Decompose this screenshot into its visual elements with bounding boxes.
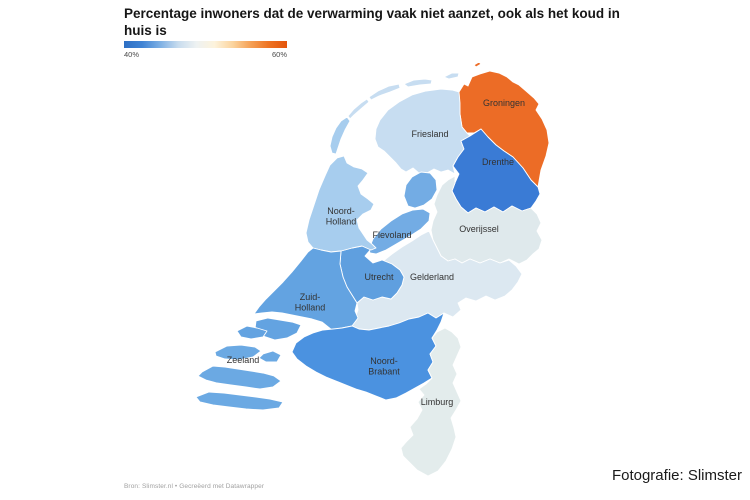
- province-label-noord-brabant: Noord-Brabant: [368, 356, 400, 377]
- province-group-flevoland: Flevoland: [368, 171, 438, 255]
- province-noord-holland[interactable]: [305, 155, 377, 253]
- province-group-zeeland: Zeeland: [195, 344, 284, 411]
- province-label-drenthe: Drenthe: [482, 157, 514, 167]
- province-label-friesland: Friesland: [411, 129, 448, 139]
- province-friesland[interactable]: [443, 72, 460, 80]
- province-zeeland[interactable]: [197, 365, 282, 390]
- province-group-friesland: Friesland: [347, 72, 471, 175]
- province-zuid-holland[interactable]: [253, 247, 359, 331]
- province-label-zeeland: Zeeland: [227, 355, 260, 365]
- province-label-utrecht: Utrecht: [364, 272, 394, 282]
- province-group-zuid-holland: Zuid-Holland: [236, 247, 359, 341]
- legend-max-label: 60%: [271, 50, 287, 59]
- province-groningen[interactable]: [473, 61, 482, 68]
- province-label-flevoland: Flevoland: [372, 230, 411, 240]
- province-label-zuid-holland: Zuid-Holland: [295, 292, 326, 313]
- province-zuid-holland[interactable]: [236, 325, 268, 340]
- province-limburg[interactable]: [400, 327, 462, 477]
- province-flevoland[interactable]: [368, 208, 431, 255]
- province-zeeland[interactable]: [258, 350, 282, 363]
- province-group-noord-holland: Noord-Holland: [305, 116, 377, 253]
- province-friesland[interactable]: [347, 98, 370, 120]
- province-label-overijssel: Overijssel: [459, 224, 499, 234]
- legend-min-label: 40%: [124, 50, 140, 59]
- chart-title: Percentage inwoners dat de verwarming va…: [124, 6, 620, 39]
- legend: 40% 60%: [124, 41, 287, 59]
- province-label-noord-holland: Noord-Holland: [326, 206, 357, 227]
- province-noord-holland[interactable]: [329, 116, 351, 155]
- province-group-noord-brabant: Noord-Brabant: [291, 312, 445, 401]
- source-attribution: Bron: Slimster.nl • Gecreëerd met Datawr…: [124, 483, 265, 490]
- province-label-gelderland: Gelderland: [410, 272, 454, 282]
- photo-credit: Fotografie: Slimster: [611, 467, 742, 484]
- province-zeeland[interactable]: [195, 391, 284, 411]
- province-label-groningen: Groningen: [483, 98, 525, 108]
- province-friesland[interactable]: [403, 78, 433, 88]
- province-flevoland[interactable]: [403, 171, 438, 209]
- province-label-limburg: Limburg: [421, 397, 454, 407]
- province-friesland[interactable]: [368, 83, 401, 101]
- province-zeeland[interactable]: [214, 344, 262, 361]
- legend-gradient-bar: [124, 41, 287, 48]
- province-group-limburg: Limburg: [400, 327, 462, 477]
